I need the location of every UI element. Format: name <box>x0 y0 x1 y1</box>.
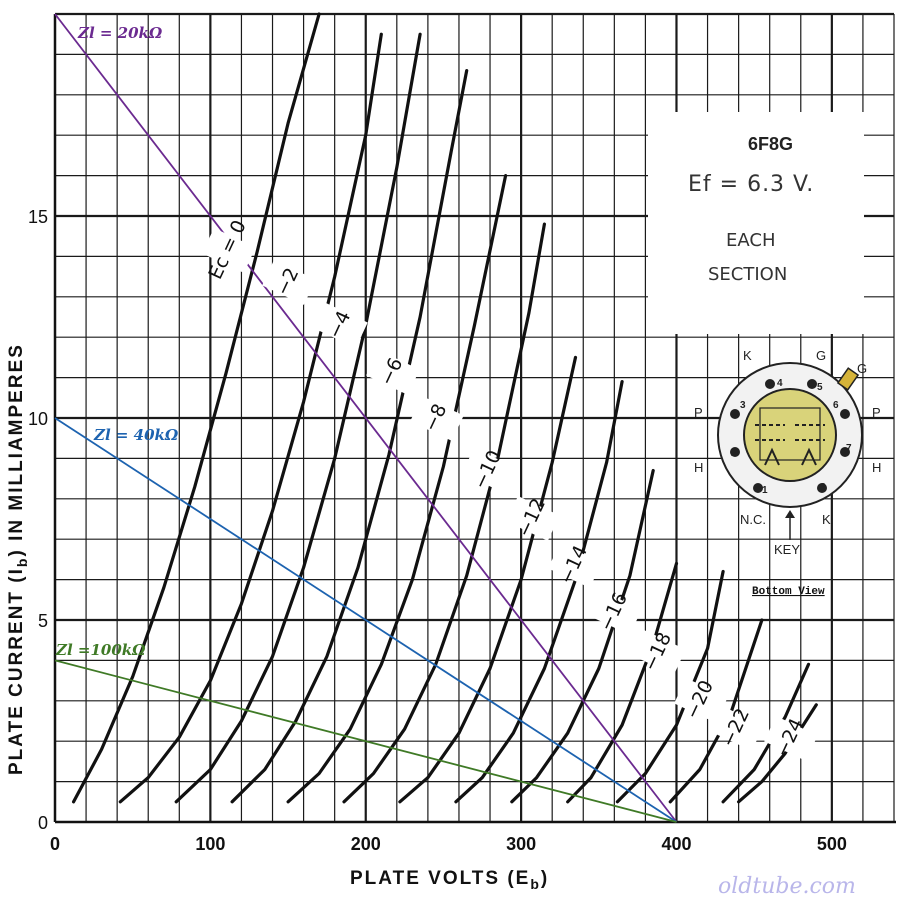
x-axis-label-sub: b <box>530 876 541 892</box>
y-tick-label: 15 <box>28 207 48 227</box>
curve-label-bg <box>632 630 686 675</box>
plate-curve <box>566 561 679 804</box>
x-tick-label: 200 <box>351 834 381 854</box>
base-key-tab <box>836 367 860 391</box>
curve-label-bg <box>202 228 256 273</box>
curve-label-bg <box>710 706 764 751</box>
plate-curve <box>398 355 578 804</box>
x-tick-label: 0 <box>50 834 60 854</box>
plate-curve <box>342 222 546 804</box>
base-pins <box>730 379 850 493</box>
bottom-view-label: Bottom View <box>752 586 825 598</box>
plate-curve <box>72 12 321 804</box>
pin-5 <box>807 379 817 389</box>
pin-label-h-right: H <box>872 460 881 475</box>
note-each: EACH <box>726 230 776 251</box>
tube-info-box: 6F8G Ef = 6.3 V. EACH SECTION <box>648 112 864 334</box>
x-axis-label: PLATE VOLTS (Eb) <box>350 868 549 892</box>
note-section: SECTION <box>708 264 788 285</box>
tube-base-diagram: 1 2 3 4 5 6 7 8 K G G P P H H N.C. K KEY <box>694 348 881 598</box>
pin-label-p-left: P <box>694 405 703 420</box>
pin-number-labels: 1 2 3 4 5 6 7 8 <box>731 378 852 496</box>
key-arrow-head <box>785 510 795 518</box>
curve-label-bg <box>674 678 728 723</box>
pin-number-4: 4 <box>777 378 783 389</box>
pin-number-2: 2 <box>731 448 737 459</box>
pin-number-8: 8 <box>820 482 826 493</box>
pin-label-k-bottom: K <box>822 512 831 527</box>
pin-7 <box>840 447 850 457</box>
plate-curve <box>174 32 422 804</box>
curve-label-bg <box>314 303 368 348</box>
y-axis-label: PLATE CURRENT (Ib) IN MILLIAMPERES <box>6 343 30 775</box>
load-line-label: Zl = 40kΩ <box>93 426 179 444</box>
curve-label-bg <box>410 396 464 441</box>
load-lines: Zl = 20kΩ Zl = 40kΩ Zl =100kΩ <box>54 13 678 823</box>
pin-label-g-cap: G <box>857 361 867 376</box>
x-tick-label: 500 <box>817 834 847 854</box>
pin-number-6: 6 <box>833 400 839 411</box>
x-axis-label-end: ) <box>541 868 549 889</box>
pin-label-h-left: H <box>694 460 703 475</box>
curve-label-bg <box>548 543 602 588</box>
base-internal-electrodes <box>755 407 825 466</box>
curve-label-bg <box>506 496 560 541</box>
x-tick-label: 400 <box>661 834 691 854</box>
y-axis-label-sub: b <box>14 557 30 568</box>
load-line <box>54 417 677 823</box>
pin-8 <box>817 483 827 493</box>
base-inner-disc <box>743 388 837 482</box>
load-line <box>54 659 677 823</box>
y-axis-label-main: PLATE CURRENT (I <box>6 567 27 775</box>
pin-6 <box>840 409 850 419</box>
pin-4 <box>765 379 775 389</box>
x-tick-label: 300 <box>506 834 536 854</box>
load-line-label: Zl =100kΩ <box>55 641 146 659</box>
plate-curve <box>615 569 725 804</box>
key-label: KEY <box>774 542 800 557</box>
cathode-box <box>759 407 821 461</box>
plate-curve <box>286 174 508 804</box>
pin-number-1: 1 <box>762 485 768 496</box>
pin-label-k-top: K <box>743 348 752 363</box>
pin-1 <box>753 483 763 493</box>
y-tick-label: 5 <box>38 611 48 631</box>
curve-label-bg <box>262 260 316 305</box>
pin-number-3: 3 <box>740 400 746 411</box>
pin-number-7: 7 <box>846 443 852 454</box>
watermark: oldtube.com <box>718 874 856 899</box>
pin-2 <box>730 447 740 457</box>
curve-label-bg <box>764 716 818 761</box>
pin-label-nc: N.C. <box>740 512 766 527</box>
plate-curve <box>230 69 469 804</box>
pin-3 <box>730 409 740 419</box>
pin-label-p-right: P <box>872 405 881 420</box>
pin-label-g-top: G <box>816 348 826 363</box>
pin-function-labels: K G G P P H H N.C. K KEY <box>694 348 881 557</box>
heater-voltage: Ef = 6.3 V. <box>688 172 815 197</box>
x-tick-label: 100 <box>195 834 225 854</box>
load-line-label: Zl = 20kΩ <box>77 24 163 42</box>
y-tick-label: 10 <box>28 409 48 429</box>
plate-curve <box>668 618 764 804</box>
y-tick-label: 0 <box>38 813 48 833</box>
pin-number-5: 5 <box>817 382 823 393</box>
curve-label-bg <box>462 448 516 493</box>
load-line <box>54 13 678 823</box>
plate-curve <box>454 380 624 804</box>
tube-type: 6F8G <box>748 134 794 154</box>
plate-curve <box>118 32 383 804</box>
y-axis-label-end: ) IN MILLIAMPERES <box>6 343 27 556</box>
curve-label-bg <box>588 590 642 635</box>
curve-label-bg <box>366 350 420 395</box>
x-axis-label-main: PLATE VOLTS (E <box>350 868 530 889</box>
